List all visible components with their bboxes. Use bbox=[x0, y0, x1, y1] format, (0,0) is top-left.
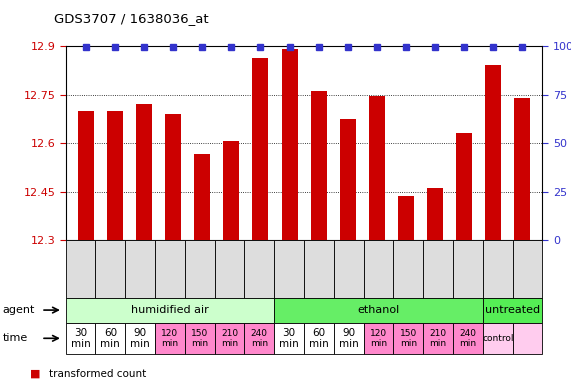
Text: 30
min: 30 min bbox=[279, 328, 299, 349]
Text: time: time bbox=[3, 333, 28, 343]
Text: 210
min: 210 min bbox=[429, 329, 447, 348]
Text: untreated: untreated bbox=[485, 305, 540, 315]
Text: 240
min: 240 min bbox=[460, 329, 477, 348]
Text: 60
min: 60 min bbox=[100, 328, 120, 349]
Bar bbox=[252, 58, 268, 240]
Text: GDS3707 / 1638036_at: GDS3707 / 1638036_at bbox=[54, 12, 209, 25]
Bar bbox=[456, 133, 472, 240]
Bar bbox=[398, 196, 414, 240]
Bar bbox=[194, 154, 210, 240]
Text: transformed count: transformed count bbox=[49, 369, 146, 379]
Text: ethanol: ethanol bbox=[357, 305, 400, 315]
Text: agent: agent bbox=[3, 305, 35, 315]
Text: 60
min: 60 min bbox=[309, 328, 329, 349]
Bar bbox=[514, 98, 530, 240]
Bar bbox=[78, 111, 94, 240]
Bar bbox=[485, 66, 501, 240]
Bar bbox=[340, 119, 356, 240]
Text: humidified air: humidified air bbox=[131, 305, 209, 315]
Text: 120
min: 120 min bbox=[370, 329, 387, 348]
Text: ■: ■ bbox=[30, 369, 40, 379]
Text: 90
min: 90 min bbox=[339, 328, 359, 349]
Bar bbox=[107, 111, 123, 240]
Bar bbox=[282, 49, 297, 240]
Text: 150
min: 150 min bbox=[400, 329, 417, 348]
Bar bbox=[165, 114, 181, 240]
Bar bbox=[223, 141, 239, 240]
Bar bbox=[136, 104, 152, 240]
Text: 150
min: 150 min bbox=[191, 329, 208, 348]
Bar bbox=[369, 96, 385, 240]
Text: 30
min: 30 min bbox=[71, 328, 90, 349]
Text: 240
min: 240 min bbox=[251, 329, 268, 348]
Bar bbox=[311, 91, 327, 240]
Text: 210
min: 210 min bbox=[221, 329, 238, 348]
Text: control: control bbox=[482, 334, 513, 343]
Text: 90
min: 90 min bbox=[130, 328, 150, 349]
Text: 120
min: 120 min bbox=[162, 329, 179, 348]
Bar bbox=[427, 188, 443, 240]
